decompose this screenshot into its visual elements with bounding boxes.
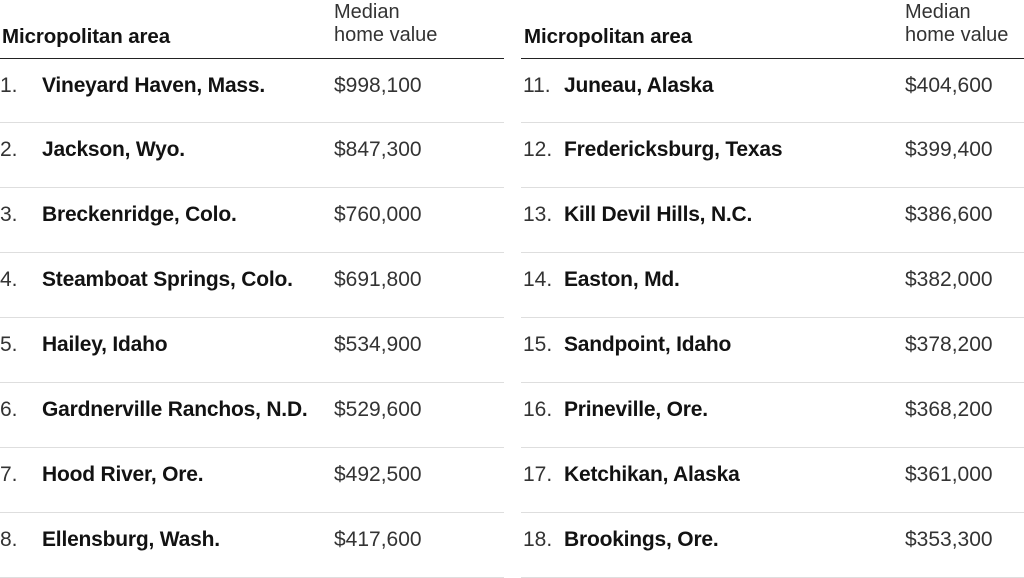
table-row: 17. Ketchikan, Alaska $361,000 — [521, 448, 1024, 513]
column-header-value: Median home value — [334, 1, 437, 47]
area-name-cell: Hailey, Idaho — [42, 333, 168, 356]
home-value-cell: $847,300 — [334, 138, 422, 161]
rank-cell: 8. — [0, 528, 18, 551]
area-name-cell: Easton, Md. — [564, 268, 680, 291]
column-header-value-line1: Median — [334, 1, 400, 23]
table-body: 11. Juneau, Alaska $404,600 12. Fredericksb… — [521, 59, 1024, 578]
table-row: 12. Fredericksburg, Texas $399,400 — [521, 123, 1024, 188]
table-row: 16. Prineville, Ore. $368,200 — [521, 383, 1024, 448]
column-header-area: Micropolitan area — [2, 25, 171, 48]
column-header-area: Micropolitan area — [524, 25, 693, 48]
rank-cell: 3. — [0, 203, 18, 226]
rank-cell: 2. — [0, 138, 18, 161]
table-row: 8. Ellensburg, Wash. $417,600 — [0, 513, 504, 578]
home-value-cell: $529,600 — [334, 398, 422, 421]
table-row: 7. Hood River, Ore. $492,500 — [0, 448, 504, 513]
area-name-cell: Ellensburg, Wash. — [42, 528, 220, 551]
table-header: Micropolitan area Median home value — [521, 0, 1024, 59]
home-value-cell: $386,600 — [905, 203, 993, 226]
home-value-cell: $378,200 — [905, 333, 993, 356]
table-row: 13. Kill Devil Hills, N.C. $386,600 — [521, 188, 1024, 253]
column-header-value-line2: home value — [334, 24, 438, 46]
area-name-cell: Juneau, Alaska — [564, 74, 714, 97]
home-value-cell: $998,100 — [334, 74, 422, 97]
left-table: Micropolitan area Median home value 1. Vi… — [0, 0, 504, 578]
rank-cell: 1. — [0, 74, 18, 97]
table-row: 15. Sandpoint, Idaho $378,200 — [521, 318, 1024, 383]
rank-cell: 11. — [523, 74, 551, 97]
area-name-cell: Brookings, Ore. — [564, 528, 719, 551]
table-row: 2. Jackson, Wyo. $847,300 — [0, 123, 504, 188]
home-value-cell: $399,400 — [905, 138, 993, 161]
home-value-cell: $492,500 — [334, 463, 422, 486]
home-value-cell: $382,000 — [905, 268, 993, 291]
rank-cell: 15. — [523, 333, 553, 356]
home-value-cell: $534,900 — [334, 333, 422, 356]
area-name-cell: Sandpoint, Idaho — [564, 333, 732, 356]
area-name-cell: Jackson, Wyo. — [42, 138, 185, 161]
column-header-value: Median home value — [905, 1, 1008, 47]
home-value-cell: $691,800 — [334, 268, 422, 291]
table-header: Micropolitan area Median home value — [0, 0, 504, 59]
table-body: 1. Vineyard Haven, Mass. $998,100 2. Jackso… — [0, 59, 504, 578]
table-row: 1. Vineyard Haven, Mass. $998,100 — [0, 59, 504, 123]
rank-cell: 13. — [523, 203, 553, 226]
home-value-cell: $760,000 — [334, 203, 422, 226]
table-row: 14. Easton, Md. $382,000 — [521, 253, 1024, 318]
area-name-cell: Steamboat Springs, Colo. — [42, 268, 293, 291]
area-name-cell: Fredericksburg, Texas — [564, 138, 783, 161]
table-row: 18. Brookings, Ore. $353,300 — [521, 513, 1024, 578]
rank-cell: 4. — [0, 268, 18, 291]
table-row: 3. Breckenridge, Colo. $760,000 — [0, 188, 504, 253]
column-header-value-line2: home value — [905, 24, 1009, 46]
right-table: Micropolitan area Median home value 11. J… — [521, 0, 1024, 578]
area-name-cell: Breckenridge, Colo. — [42, 203, 237, 226]
rank-cell: 7. — [0, 463, 18, 486]
rank-cell: 12. — [523, 138, 553, 161]
rank-cell: 18. — [523, 528, 553, 551]
home-value-cell: $353,300 — [905, 528, 993, 551]
rank-cell: 16. — [523, 398, 553, 421]
rank-cell: 5. — [0, 333, 18, 356]
table-row: 4. Steamboat Springs, Colo. $691,800 — [0, 253, 504, 318]
home-value-cell: $368,200 — [905, 398, 993, 421]
area-name-cell: Kill Devil Hills, N.C. — [564, 203, 753, 226]
table-row: 5. Hailey, Idaho $534,900 — [0, 318, 504, 383]
rank-cell: 6. — [0, 398, 18, 421]
rank-cell: 17. — [523, 463, 553, 486]
rank-cell: 14. — [523, 268, 553, 291]
column-header-value-line1: Median — [905, 1, 971, 23]
area-name-cell: Gardnerville Ranchos, N.D. — [42, 398, 308, 421]
table-row: 6. Gardnerville Ranchos, N.D. $529,600 — [0, 383, 504, 448]
area-name-cell: Prineville, Ore. — [564, 398, 708, 421]
home-value-cell: $404,600 — [905, 74, 993, 97]
area-name-cell: Ketchikan, Alaska — [564, 463, 740, 486]
home-value-cell: $361,000 — [905, 463, 993, 486]
home-value-cell: $417,600 — [334, 528, 422, 551]
area-name-cell: Vineyard Haven, Mass. — [42, 74, 266, 97]
area-name-cell: Hood River, Ore. — [42, 463, 204, 486]
table-row: 11. Juneau, Alaska $404,600 — [521, 59, 1024, 123]
